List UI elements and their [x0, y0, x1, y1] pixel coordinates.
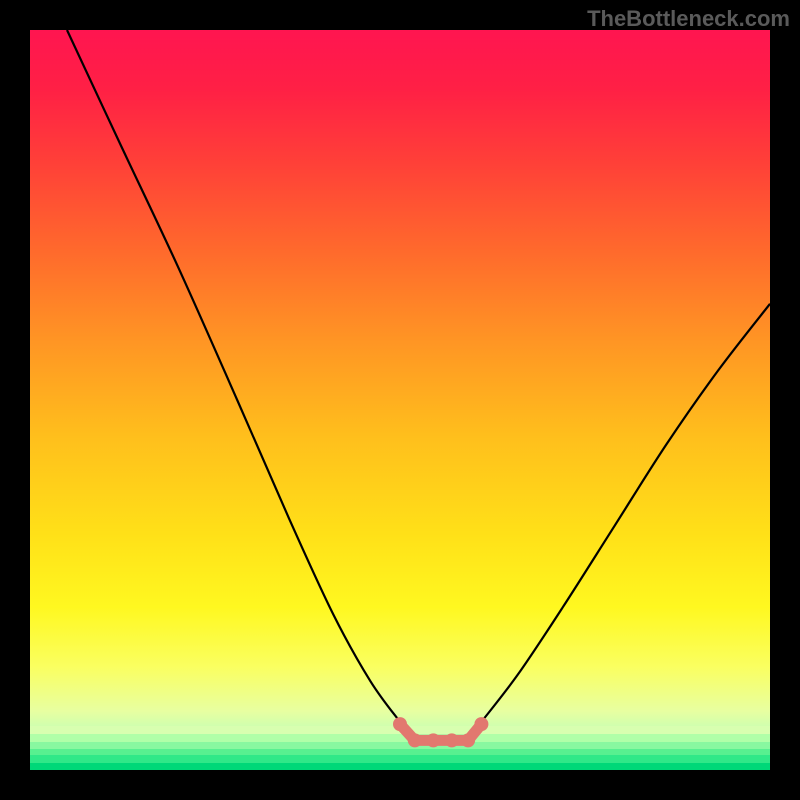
bottom-segment-dot — [393, 717, 407, 731]
bottom-segment-dot — [426, 733, 440, 747]
bottom-segment-dot — [474, 717, 488, 731]
bottom-segment-dot — [461, 733, 475, 747]
bottom-segment — [393, 717, 488, 747]
curve-right-branch — [481, 304, 770, 722]
watermark-text: TheBottleneck.com — [587, 6, 790, 32]
curve-left-branch — [67, 30, 400, 722]
curve-overlay — [30, 30, 770, 770]
chart-area — [30, 30, 770, 770]
bottom-segment-dot — [408, 733, 422, 747]
bottom-segment-dot — [445, 733, 459, 747]
